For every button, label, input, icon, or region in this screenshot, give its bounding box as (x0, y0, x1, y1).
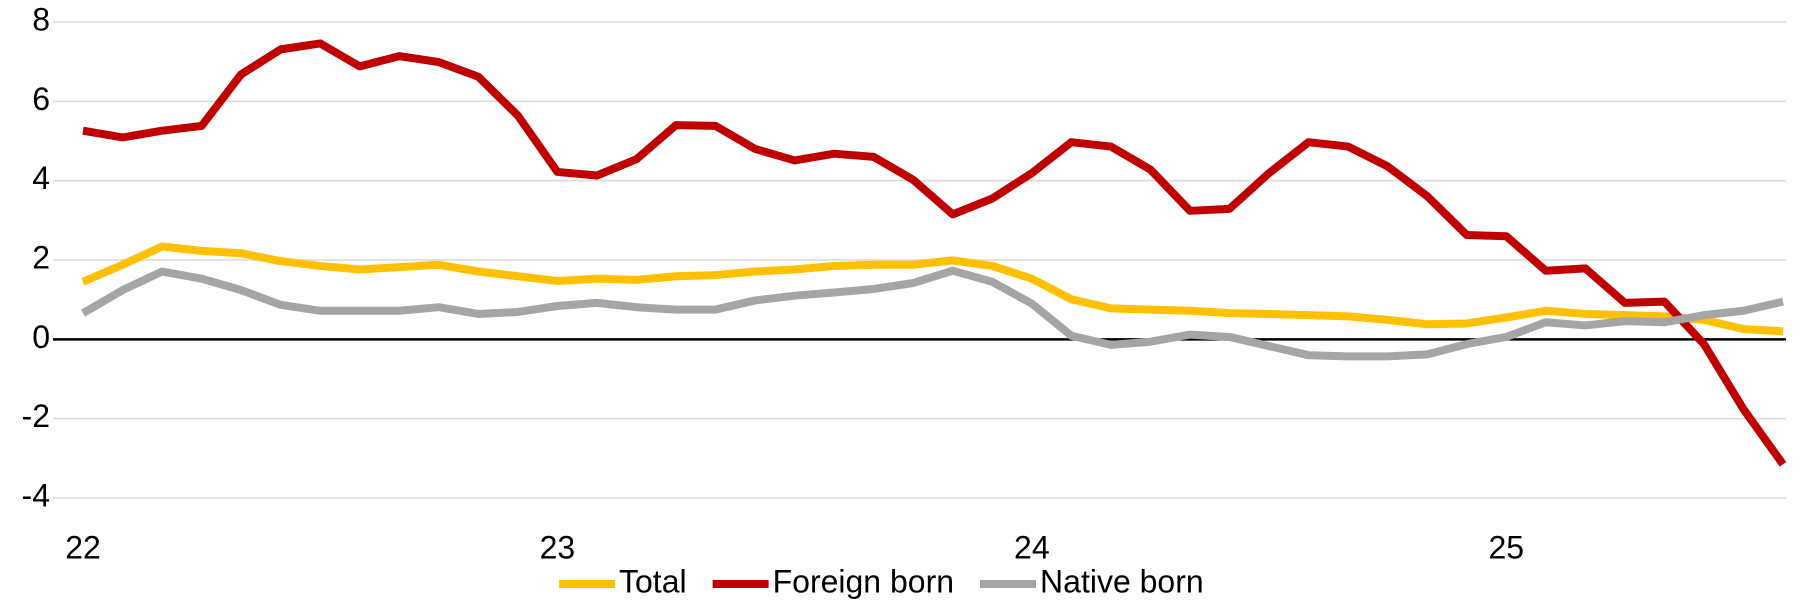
legend-label: Total (619, 563, 687, 599)
y-tick-label: 2 (32, 239, 50, 275)
x-tick-label: 25 (1488, 529, 1524, 565)
data-line (80, 266, 1784, 361)
y-tick-label: -4 (22, 477, 50, 513)
y-tick-label: -2 (22, 398, 50, 434)
data-line (81, 242, 1784, 336)
legend-label: Foreign born (773, 563, 954, 599)
y-tick-label: 8 (32, 1, 50, 37)
legend-label: Native born (1040, 563, 1204, 599)
data-line (82, 39, 1787, 467)
x-tick-label: 24 (1014, 529, 1050, 565)
y-tick-label: 6 (32, 81, 50, 117)
y-tick-label: 0 (32, 319, 50, 355)
y-tick-label: 4 (32, 160, 50, 196)
x-tick-label: 23 (540, 529, 576, 565)
x-tick-label: 22 (65, 529, 101, 565)
